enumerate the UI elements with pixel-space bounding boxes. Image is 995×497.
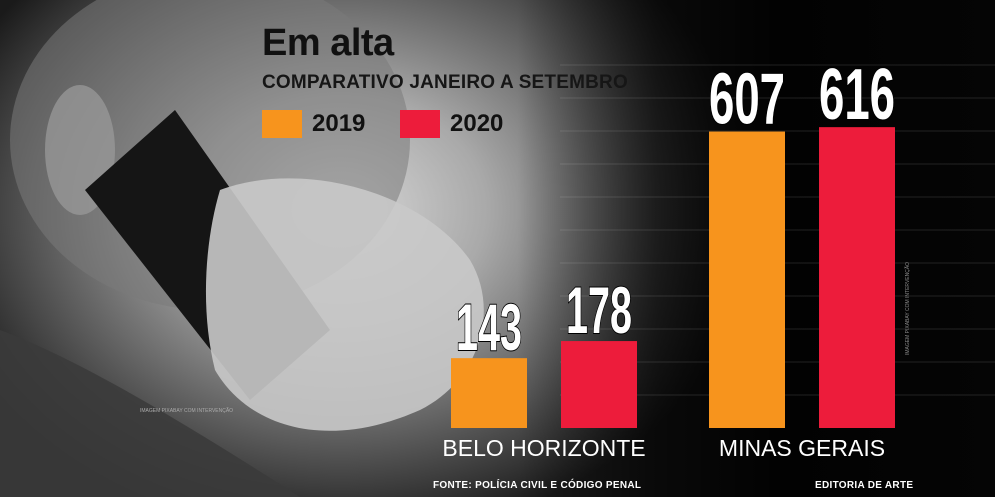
bar-2020-1 — [819, 127, 895, 428]
legend-label-2019: 2019 — [312, 110, 366, 137]
photo-credit-vertical: IMAGEM PIXABAY COM INTERVENÇÃO — [905, 261, 911, 355]
category-label-0: BELO HORIZONTE — [442, 435, 645, 461]
data-label-2020-0: 178 — [566, 273, 632, 347]
legend-swatch-2019 — [262, 110, 302, 138]
bar-2019-1 — [709, 131, 785, 428]
photo-credit: IMAGEM PIXABAY COM INTERVENÇÃO — [140, 408, 234, 414]
data-label-2020-1: 616 — [819, 55, 895, 135]
credit-note: EDITORIA DE ARTE — [815, 480, 914, 491]
data-label-2019-1: 607 — [709, 60, 785, 140]
legend-swatch-2020 — [400, 110, 440, 138]
source-note: FONTE: POLÍCIA CIVIL E CÓDIGO PENAL — [433, 480, 642, 491]
chart-subtitle: COMPARATIVO JANEIRO A SETEMBRO — [262, 72, 628, 93]
bar-2020-0 — [561, 341, 637, 428]
legend-label-2020: 2020 — [450, 110, 504, 137]
data-label-2019-0: 143 — [456, 290, 522, 364]
legend-item-2020: 2020 — [400, 110, 503, 138]
legend-item-2019: 2019 — [262, 110, 365, 138]
bar-2019-0 — [451, 358, 527, 428]
category-label-1: MINAS GERAIS — [719, 435, 885, 461]
chart-title: Em alta — [262, 22, 394, 64]
